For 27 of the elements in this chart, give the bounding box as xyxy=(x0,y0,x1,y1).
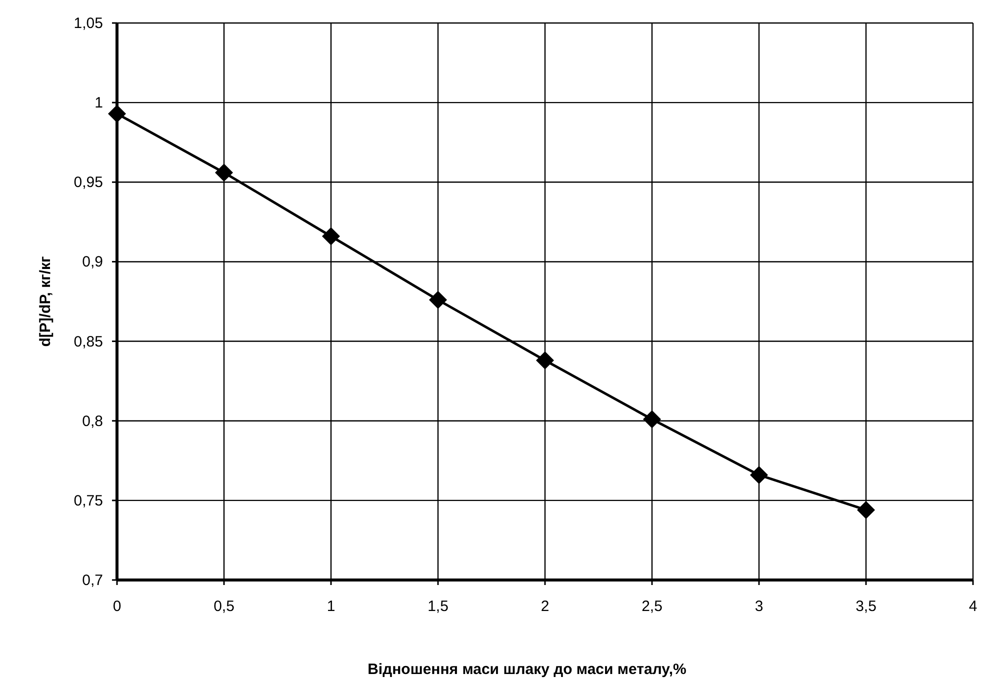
y-tick-label: 1 xyxy=(94,94,103,112)
x-tick-label: 3,5 xyxy=(856,598,876,615)
x-tick-label: 4 xyxy=(968,598,978,615)
y-tick-label: 0,75 xyxy=(74,492,103,510)
x-tick-label: 1,5 xyxy=(428,598,448,615)
x-tick-label: 1 xyxy=(326,598,336,615)
point xyxy=(643,410,661,428)
y-tick-label: 0,7 xyxy=(82,572,103,589)
point xyxy=(857,500,875,519)
point xyxy=(750,466,768,484)
point xyxy=(215,164,233,182)
x-tick-label: 2 xyxy=(540,598,550,615)
point xyxy=(536,351,554,370)
x-tick-label: 2,5 xyxy=(642,598,662,615)
y-tick-label: 1,05 xyxy=(74,15,103,32)
y-tick-label: 0,9 xyxy=(82,254,103,271)
point xyxy=(429,290,447,309)
y-tick-label: 0,8 xyxy=(82,412,103,430)
y-tick-label: 0,95 xyxy=(74,174,103,192)
point xyxy=(108,104,126,123)
y-tick-label: 0,85 xyxy=(74,333,103,350)
x-tick-label: 0 xyxy=(112,598,122,615)
y-axis-title: d[P]/dP, кг/кг xyxy=(37,256,54,347)
x-tick-label: 0,5 xyxy=(214,598,234,615)
point xyxy=(322,227,340,246)
x-axis-title: Відношення маси шлаку до маси металу,% xyxy=(368,661,686,678)
x-tick-label: 3 xyxy=(754,598,764,615)
